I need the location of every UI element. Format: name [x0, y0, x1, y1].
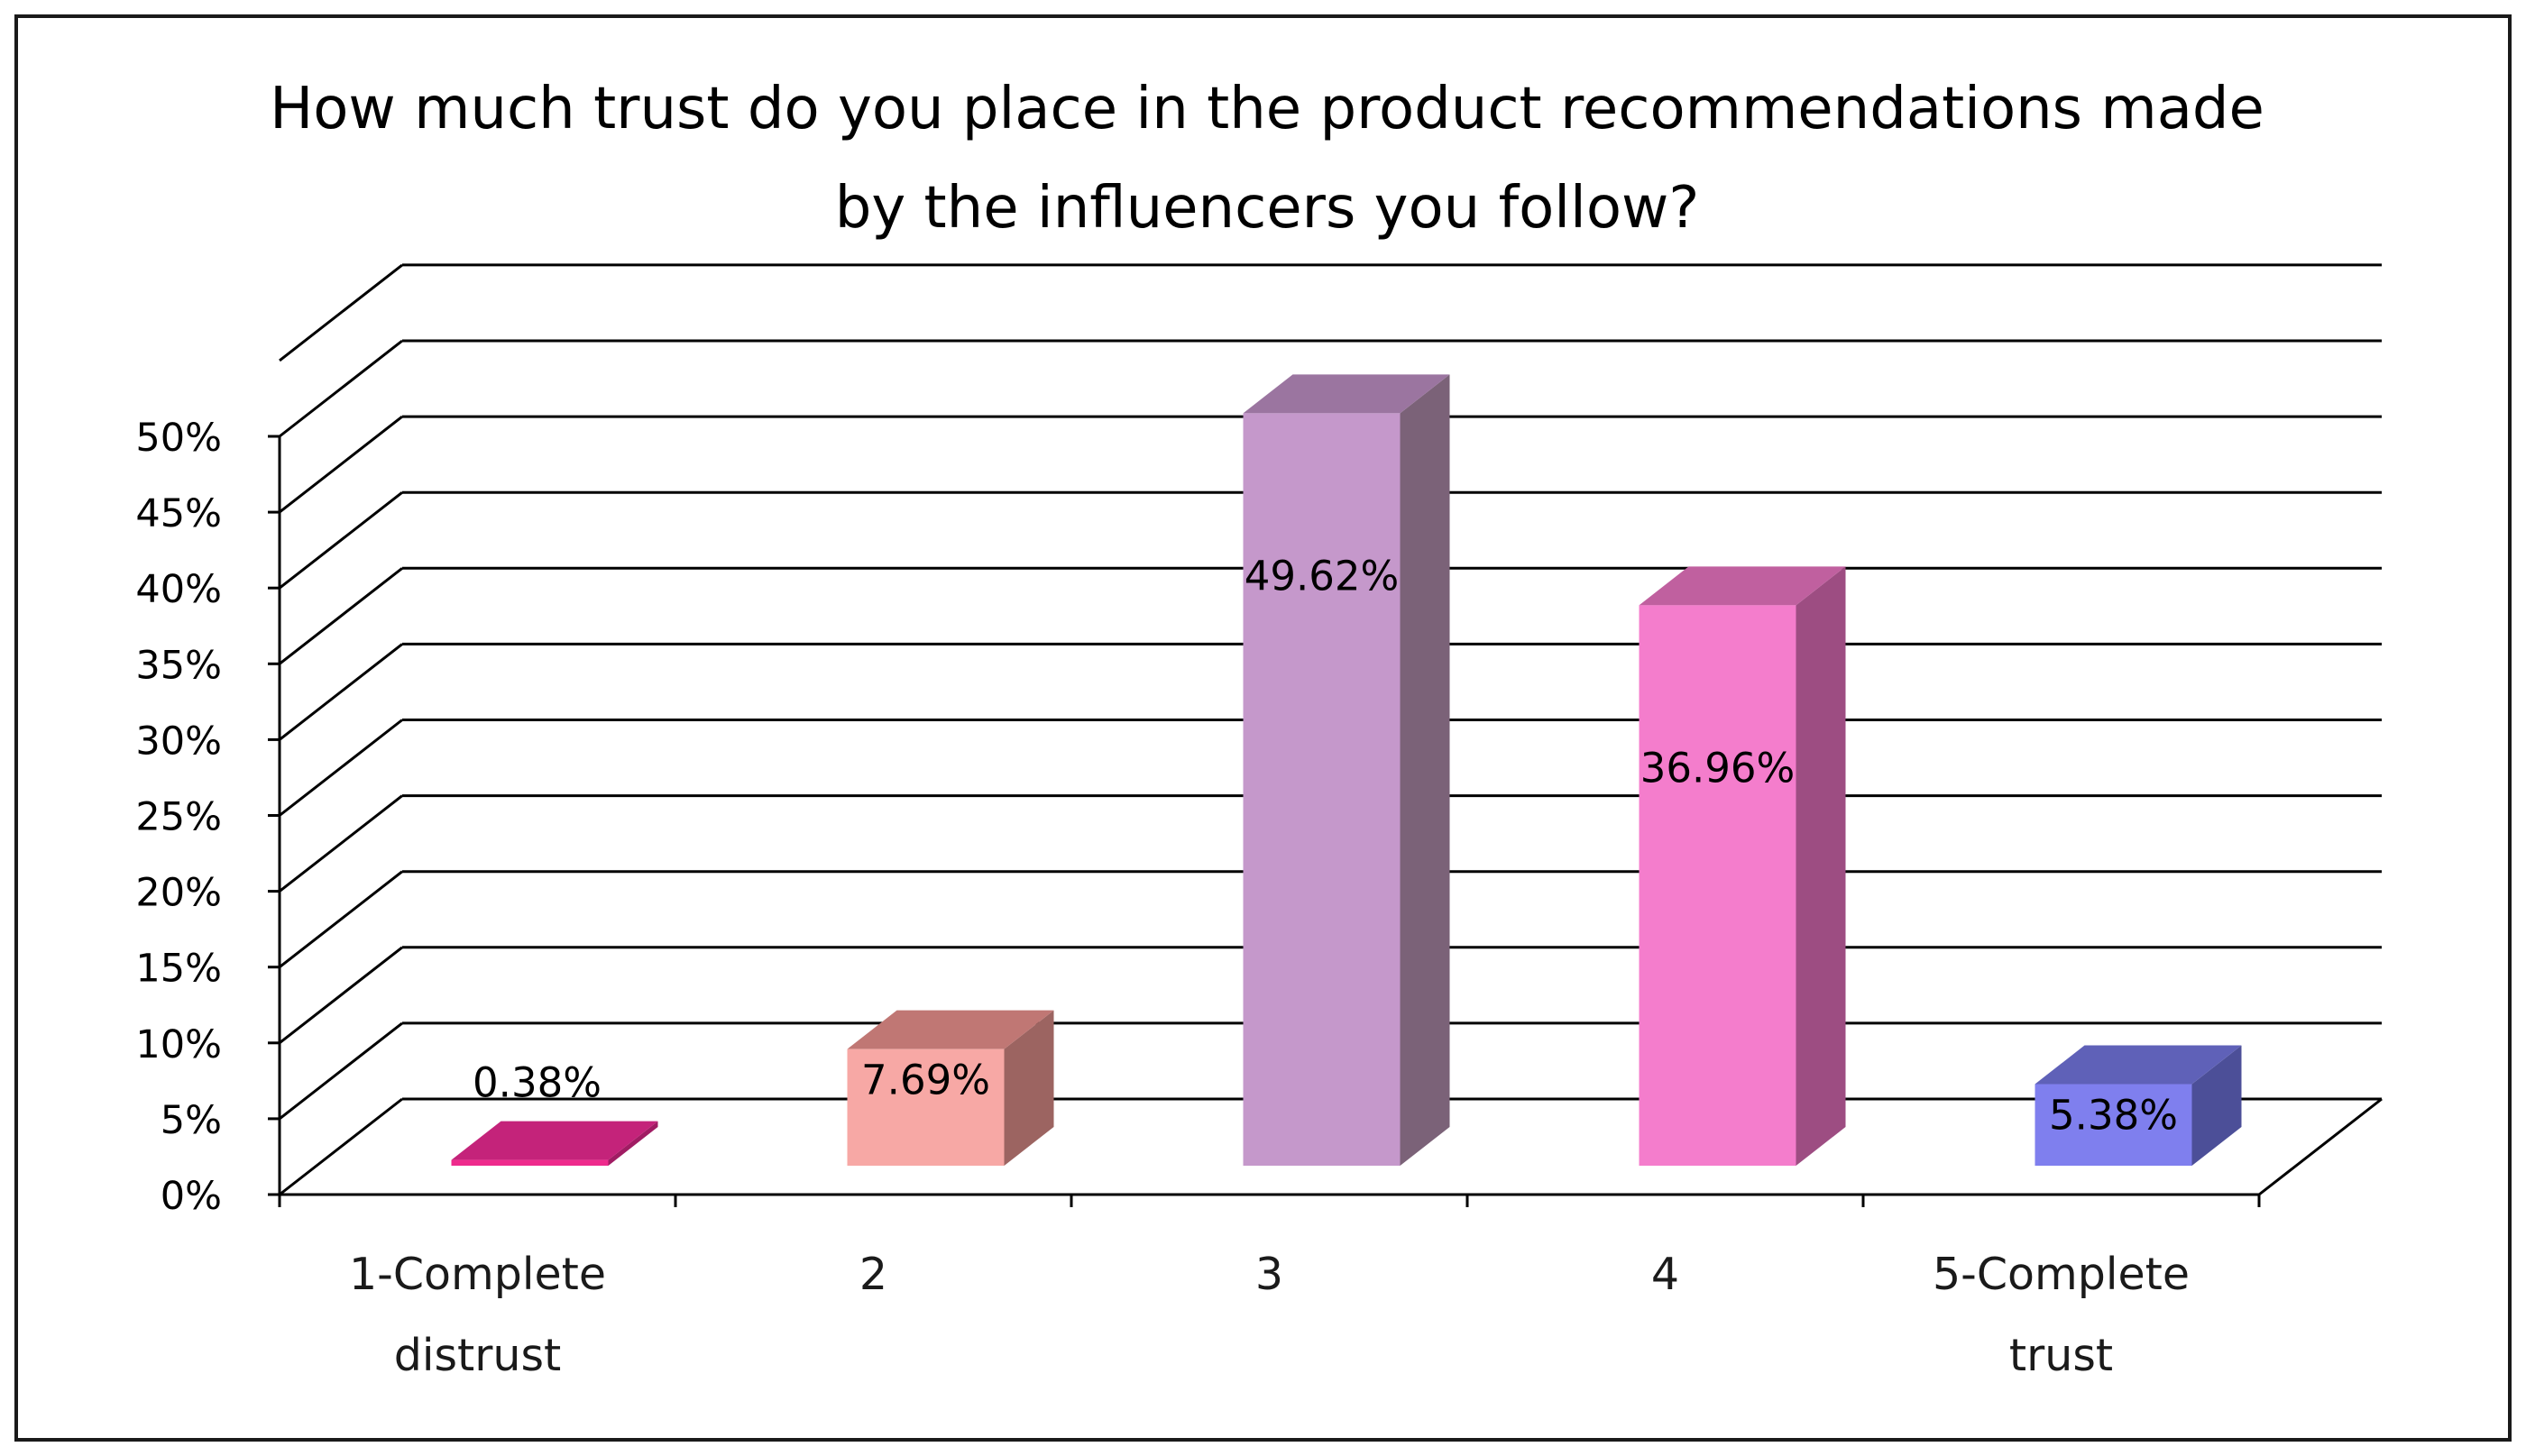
y-tick-label: 0% [161, 1174, 222, 1219]
y-tick-label: 25% [135, 795, 222, 840]
y-tick-label: 50% [135, 416, 222, 461]
y-tick-label: 20% [135, 871, 222, 916]
y-tick-label: 10% [135, 1022, 222, 1067]
side-wall-gridline [279, 794, 403, 893]
side-wall-gridline [279, 1021, 403, 1121]
x-tick-label: trust [2009, 1330, 2113, 1381]
chart-title-line-2: by the influencers you follow? [835, 175, 1700, 242]
x-tick-label: 2 [859, 1249, 887, 1300]
bar [1243, 374, 1450, 1166]
data-label: 0.38% [473, 1059, 602, 1107]
bar-top-face [1243, 374, 1450, 414]
side-wall-gridline [279, 719, 403, 817]
y-tick-label: 5% [161, 1098, 222, 1143]
data-label: 49.62% [1245, 552, 1400, 600]
data-label: 36.96% [1640, 744, 1796, 792]
bar [451, 1121, 658, 1166]
bar [2035, 1045, 2242, 1166]
label-layer: 1-Complete distrust 2 3 4 5-Complete trust 0.38… [349, 552, 2190, 1381]
chart-frame: How much trust do you place in the produ… [14, 14, 2512, 1442]
bar-top-face [1639, 566, 1846, 606]
x-tick-label: 5-Complete [1933, 1249, 2190, 1300]
side-wall-gridline [279, 415, 403, 514]
y-tick-label: 45% [135, 491, 222, 536]
data-label: 7.69% [861, 1057, 990, 1104]
bar-top-face [451, 1121, 658, 1160]
x-tick-label: 4 [1651, 1249, 1679, 1300]
side-wall-gridline [279, 567, 403, 665]
chart-title: How much trust do you place in the produ… [270, 76, 2264, 242]
side-wall-gridline [279, 339, 403, 438]
y-tick-label: 30% [135, 719, 222, 764]
bar-front-face [451, 1159, 609, 1166]
y-tick-label: 35% [135, 643, 222, 688]
bar-front-face [1639, 605, 1796, 1166]
side-wall-gridline [279, 870, 403, 968]
bar-front-face [847, 1049, 1005, 1166]
bar-side-face [1400, 374, 1450, 1166]
x-tick-label: 3 [1255, 1249, 1283, 1300]
side-wall-gridline [279, 946, 403, 1044]
side-wall-gridline [279, 643, 403, 741]
bar [847, 1010, 1054, 1166]
floor-right-edge [2258, 1097, 2383, 1196]
side-wall-gridline [279, 263, 403, 362]
x-tick-label: 1-Complete [349, 1249, 606, 1300]
data-label: 5.38% [2049, 1092, 2178, 1140]
bar-layer [451, 374, 2242, 1166]
axis-layer: 0% 5% 10% 15% 20% 25% 30% 35% 40% 45% 50% [135, 416, 2261, 1219]
bar [1639, 566, 1846, 1166]
side-wall-gridline [279, 491, 403, 590]
side-wall-gridline [279, 1097, 403, 1196]
bar-side-face [1796, 566, 1846, 1166]
bar-front-face [2035, 1084, 2192, 1166]
chart-svg: How much trust do you place in the produ… [135, 76, 2383, 1381]
y-tick-label: 40% [135, 567, 222, 612]
chart-title-line-1: How much trust do you place in the produ… [270, 76, 2264, 142]
bar-top-face [847, 1010, 1054, 1049]
bar-side-face [2191, 1045, 2242, 1166]
bar-top-face [2035, 1045, 2242, 1085]
y-tick-label: 15% [135, 947, 222, 992]
x-tick-label: distrust [394, 1330, 561, 1381]
bar-side-face [608, 1121, 658, 1166]
bar-side-face [1004, 1010, 1054, 1166]
bar-front-face [1243, 413, 1401, 1166]
